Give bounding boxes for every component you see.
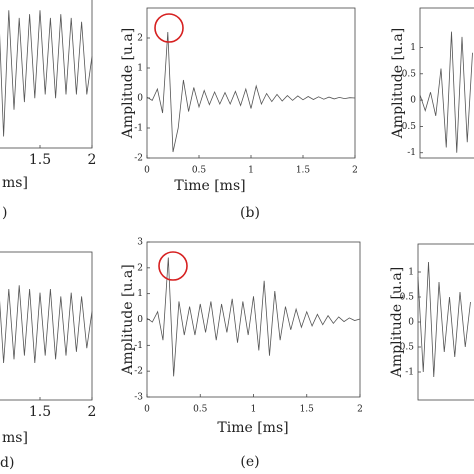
x-tick-label: 0.5 (192, 166, 207, 176)
x-tick-label: 1.5 (296, 166, 311, 176)
signal-line (146, 257, 361, 377)
plot-frame (0, 0, 93, 149)
x-axis-label: Time [ms] (217, 420, 288, 436)
y-tick-label: 0 (137, 315, 143, 325)
y-tick-label: 1 (408, 268, 414, 278)
x-tick-label: 2 (357, 405, 363, 415)
signal-line (0, 10, 93, 137)
y-tick-label: 1 (137, 64, 143, 74)
y-tick-label: 3 (137, 238, 143, 248)
x-axis-label: Time [ms] (174, 178, 245, 194)
x-tick-label: 1.5 (29, 152, 51, 168)
panel-caption: (b) (240, 205, 260, 221)
plot-frame (146, 241, 361, 398)
y-axis-label: Amplitude [u.a] (120, 264, 136, 375)
y-tick-label: -2 (134, 367, 143, 377)
y-tick-label: -1 (407, 148, 416, 158)
y-tick-label: 2 (137, 263, 143, 273)
y-tick-label: -1 (405, 368, 414, 378)
y-tick-label: -1 (134, 341, 143, 351)
x-axis-label: ms] (2, 430, 28, 446)
signal-line (419, 31, 473, 153)
x-tick-label: 1.5 (300, 405, 315, 415)
signal-line (417, 261, 471, 378)
x-tick-label: 1.5 (29, 404, 51, 420)
highlight-circle (154, 13, 184, 43)
y-axis-label: Amplitude [u.a] (389, 267, 405, 378)
panel-caption: d) (0, 455, 14, 471)
y-tick-label: 0 (137, 94, 143, 104)
signal-line (146, 31, 356, 153)
y-tick-label: -0.5 (399, 122, 417, 132)
y-tick-label: -3 (134, 393, 143, 403)
highlight-circle (158, 251, 188, 281)
panel-caption: ) (2, 205, 7, 221)
plot-frame (0, 251, 93, 401)
y-tick-label: 0.5 (402, 69, 417, 79)
x-tick-label: 0 (144, 166, 150, 176)
x-tick-label: 2 (88, 404, 97, 420)
x-axis-label: ms] (2, 175, 28, 191)
y-tick-label: -2 (134, 154, 143, 164)
y-tick-label: 0.5 (400, 293, 415, 303)
x-tick-label: 0 (144, 405, 150, 415)
x-tick-label: 2 (88, 152, 97, 168)
y-axis-label: Amplitude [u.a] (390, 28, 406, 139)
plot-frame (417, 243, 474, 401)
plot-frame (146, 7, 356, 159)
x-tick-label: 1 (251, 405, 257, 415)
signal-line (0, 285, 93, 364)
y-tick-label: -1 (134, 124, 143, 134)
y-tick-label: 1 (137, 289, 143, 299)
y-tick-label: 2 (137, 34, 143, 44)
x-tick-label: 1 (248, 166, 254, 176)
panel-caption: (e) (240, 454, 259, 470)
y-axis-label: Amplitude [u.a] (120, 28, 136, 139)
y-tick-label: 0 (408, 318, 414, 328)
y-tick-label: -0.5 (397, 343, 415, 353)
x-tick-label: 2 (352, 166, 358, 176)
y-tick-label: 1 (410, 43, 416, 53)
plot-frame (419, 7, 474, 159)
x-tick-label: 0.5 (193, 405, 208, 415)
y-tick-label: 0 (410, 96, 416, 106)
